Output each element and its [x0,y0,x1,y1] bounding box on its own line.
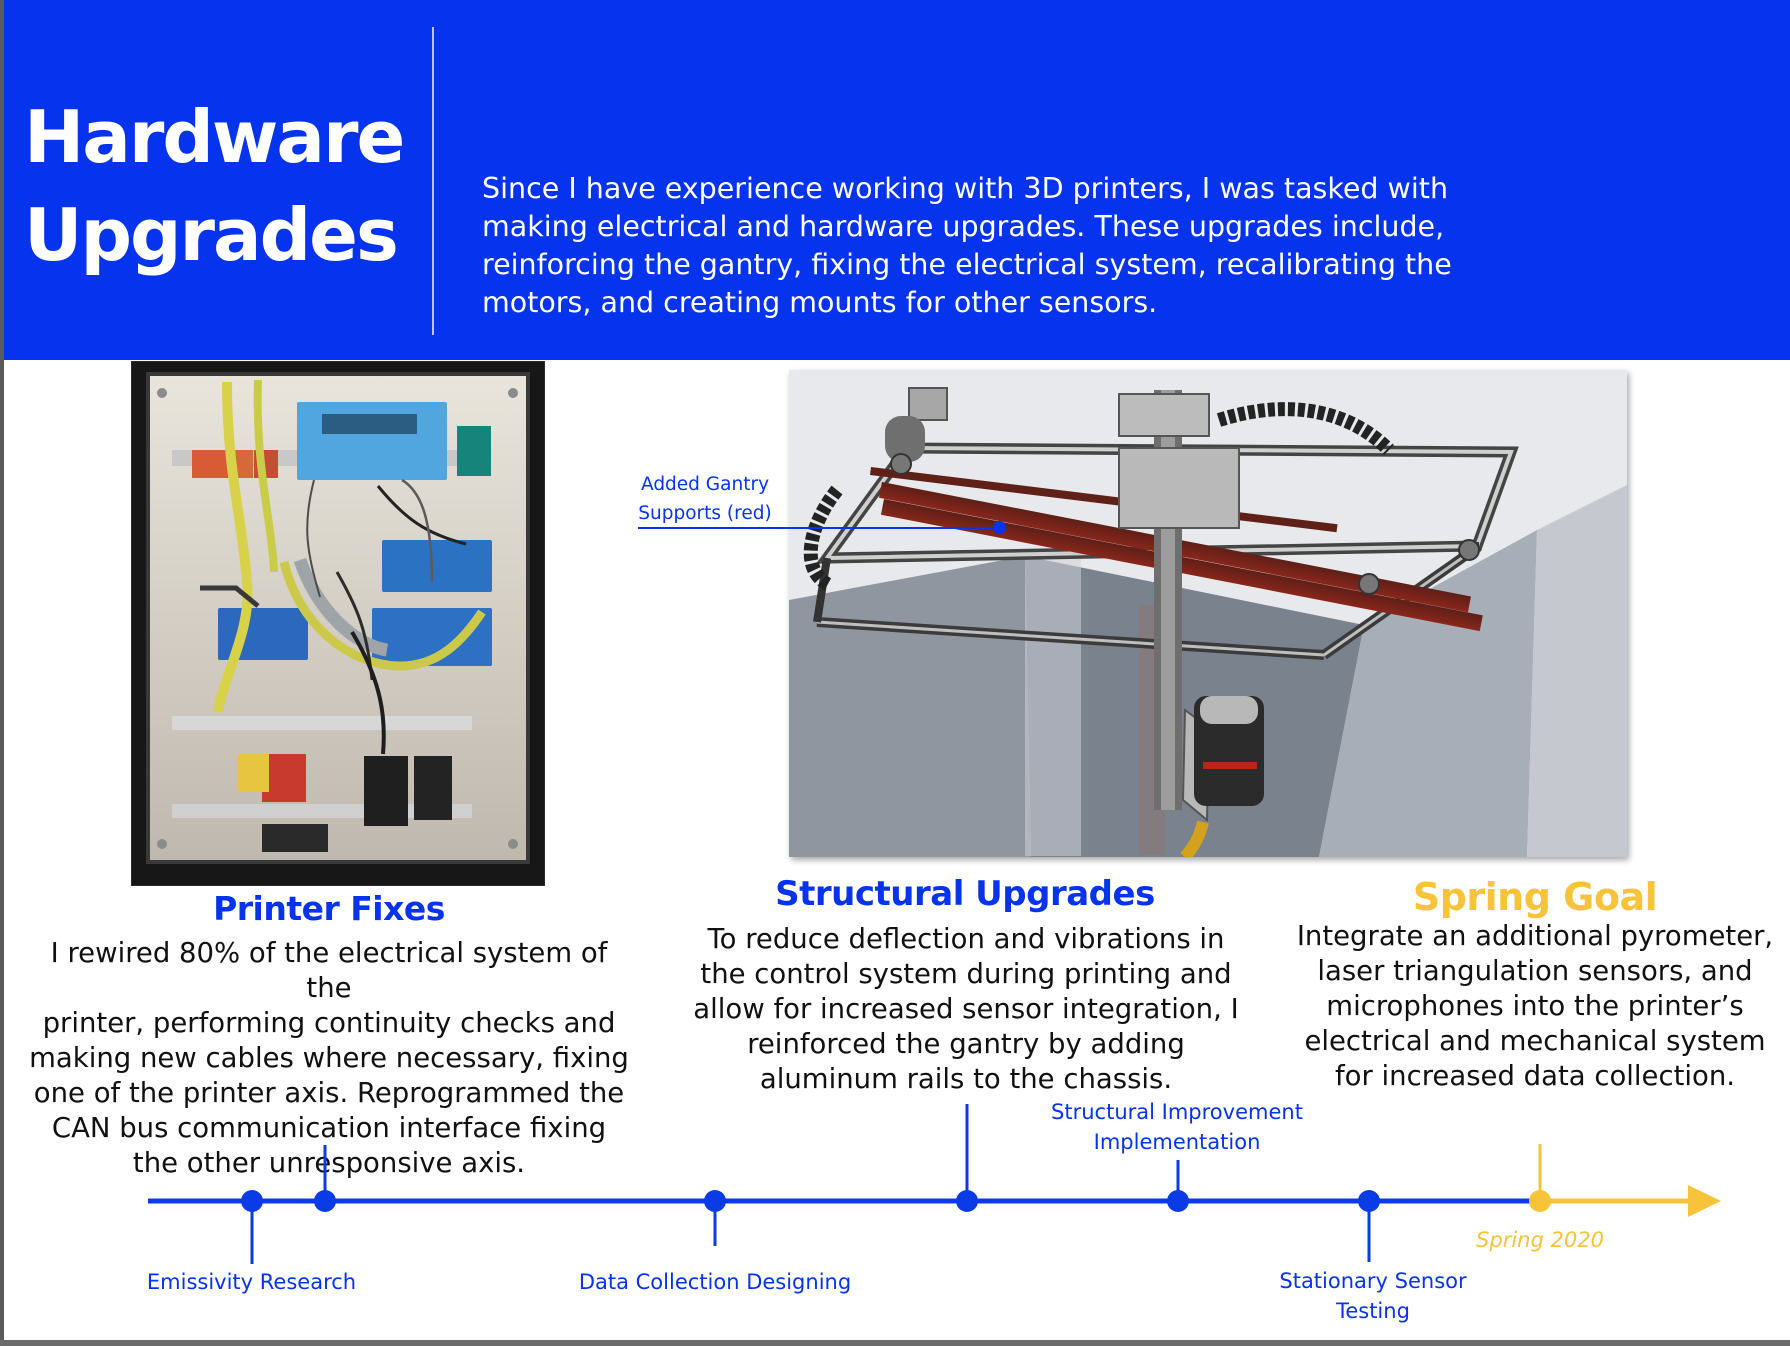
spring-goal-body: Integrate an additional pyrometer, laser… [1296,920,1774,1092]
structural-upgrades-title: Structural Upgrades [775,874,1155,914]
timeline-arrow-icon [1688,1185,1721,1217]
printer-fixes-body: I rewired 80% of the electrical system o… [29,937,629,1179]
structural-upgrades-marker [956,1190,978,1212]
data-collection-marker [704,1190,726,1212]
header-divider [432,27,434,335]
timeline-label-stationary-sensor: Stationary Sensor Testing [1279,1269,1467,1323]
gantry-cad-illustration [789,370,1627,857]
intro-text: Since I have experience working with 3D … [482,172,1452,319]
timeline [148,1104,1721,1264]
electrical-cabinet-illustration [132,362,544,885]
left-border [0,0,4,1346]
spring-goal-marker [1529,1190,1551,1212]
electrical-cabinet-photo [132,362,544,885]
timeline-label-data-collection: Data Collection Designing [578,1270,852,1294]
printer-fixes-marker [314,1190,336,1212]
spring-goal-title: Spring Goal [1412,875,1658,919]
structural-upgrades-body: To reduce deflection and vibrations in t… [693,923,1239,1095]
printer-fixes-title: Printer Fixes [213,889,445,928]
bottom-border [0,1340,1790,1346]
gantry-callout-line [638,527,998,529]
gantry-cad-render [789,370,1627,857]
gantry-callout-dot [993,521,1006,534]
page-title: Hardware Upgrades [24,95,405,277]
structural-improvement-marker [1167,1190,1189,1212]
stationary-sensor-marker [1358,1190,1380,1212]
timeline-label-emissivity: Emissivity Research [146,1270,357,1294]
timeline-label-spring-2020: Spring 2020 [1476,1228,1604,1252]
emissivity-marker [241,1190,263,1212]
gantry-callout-label: Added Gantry Supports (red) [638,474,772,524]
header-band: Hardware Upgrades Since I have experienc… [4,0,1790,360]
timeline-label-structural-improvement: Structural Improvement Implementation [1051,1100,1303,1154]
